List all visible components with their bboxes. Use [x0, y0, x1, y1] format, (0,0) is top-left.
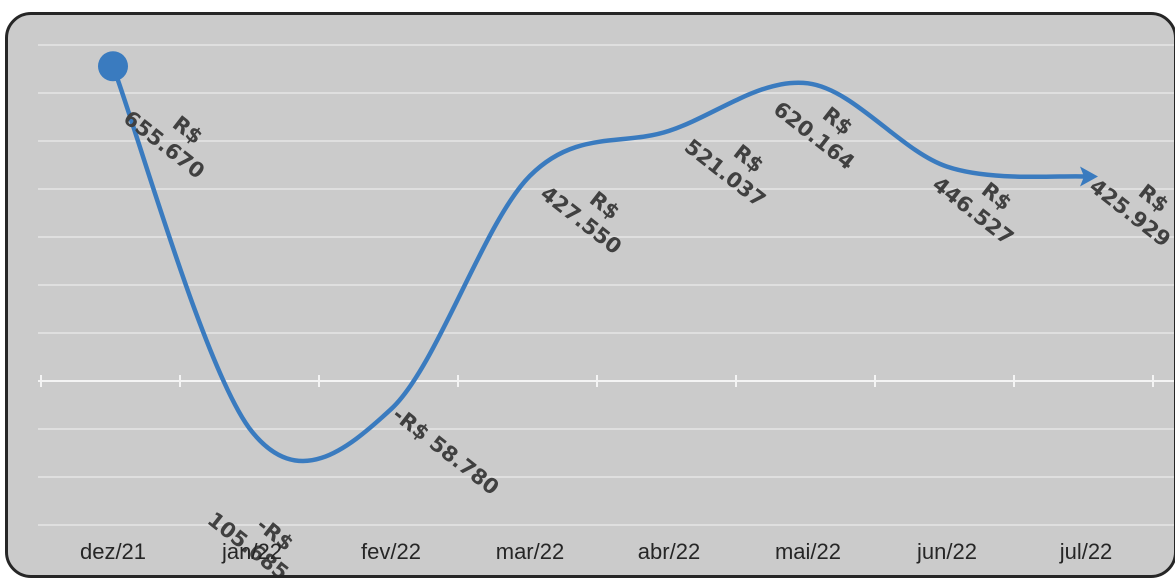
- series-layer: [98, 51, 1098, 464]
- data-label: R$620.164: [769, 76, 875, 174]
- chart-frame: R$655.670 -R$105.685 -R$ 58.780 R$427.550 R$…: [5, 12, 1175, 578]
- data-label: R$521.037: [680, 114, 786, 212]
- data-label: R$655.670: [119, 85, 225, 183]
- data-label-line: -R$ 58.780: [388, 402, 504, 500]
- x-tick-label: fev/22: [361, 539, 421, 564]
- x-tick-label: jun/22: [916, 539, 977, 564]
- x-tick-label: abr/22: [638, 539, 700, 564]
- x-tick-label-layer: dez/21 jan/22 fev/22 mar/22 abr/22 mai/22 jun/…: [80, 539, 1112, 564]
- series-line: [110, 64, 1089, 464]
- x-tick-label: dez/21: [80, 539, 146, 564]
- x-tick-label: mai/22: [775, 539, 841, 564]
- data-label-layer: R$655.670-R$105.685-R$ 58.780R$427.550R$…: [119, 76, 1174, 575]
- data-label: -R$ 58.780: [388, 402, 504, 500]
- line-chart: R$655.670-R$105.685-R$ 58.780R$427.550R$…: [38, 44, 1174, 575]
- x-tick-label: mar/22: [496, 539, 564, 564]
- start-point-marker: [98, 51, 128, 82]
- grid-layer: [38, 44, 1174, 526]
- data-label: R$427.550: [536, 161, 642, 259]
- end-arrow-marker: [1080, 166, 1098, 187]
- x-tick-label: jan/22: [221, 539, 282, 564]
- x-tick-label: jul/22: [1059, 539, 1113, 564]
